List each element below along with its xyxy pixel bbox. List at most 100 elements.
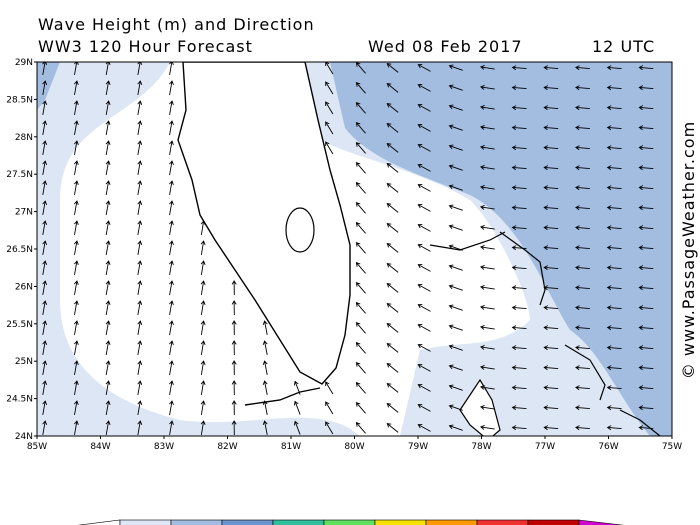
- arrow: [73, 380, 79, 395]
- arrow: [105, 320, 111, 335]
- arrow: [638, 105, 654, 111]
- arrow: [386, 223, 399, 233]
- arrow: [606, 385, 622, 391]
- legend-swatch: [221, 519, 274, 525]
- arrow: [73, 62, 79, 75]
- lon-label: 85W: [27, 442, 47, 452]
- arrow: [638, 205, 654, 211]
- arrow: [200, 420, 206, 435]
- arrow: [417, 304, 431, 312]
- arrow: [511, 365, 527, 371]
- arrow: [543, 145, 559, 151]
- arrow: [386, 263, 399, 273]
- arrow: [575, 125, 590, 131]
- arrow: [262, 320, 268, 335]
- arrow: [606, 185, 622, 191]
- arrow: [231, 280, 237, 296]
- arrow: [638, 185, 654, 191]
- arrow: [105, 160, 111, 175]
- arrow: [543, 185, 559, 191]
- arrow: [169, 340, 174, 355]
- arrow: [448, 404, 463, 411]
- arrow: [200, 400, 206, 415]
- legend-swatch: [170, 519, 223, 525]
- arrow: [355, 162, 366, 174]
- legend-swatch: [272, 519, 325, 525]
- lon-label: 78W: [471, 442, 491, 452]
- arrow: [638, 365, 654, 371]
- arrow: [543, 225, 559, 231]
- arrow: [169, 360, 174, 375]
- arrow: [606, 305, 622, 311]
- arrow: [606, 105, 622, 111]
- arrow: [137, 80, 143, 95]
- arrow: [386, 183, 399, 193]
- arrow: [169, 220, 174, 235]
- arrow: [386, 323, 399, 333]
- keys: [244, 387, 321, 406]
- arrow: [480, 384, 495, 390]
- arrow: [169, 260, 174, 275]
- arrow: [42, 220, 48, 235]
- arrow: [638, 405, 654, 411]
- arrow: [543, 165, 559, 171]
- arrow: [480, 404, 495, 410]
- arrow: [355, 122, 366, 134]
- arrow: [169, 180, 174, 195]
- arrow: [417, 104, 431, 112]
- arrow: [543, 125, 559, 131]
- arrow: [638, 225, 654, 231]
- arrow: [511, 85, 527, 91]
- arrow: [355, 402, 366, 414]
- arrow: [448, 304, 463, 311]
- arrow: [355, 222, 366, 234]
- arrow: [386, 303, 399, 313]
- arrow: [169, 420, 174, 435]
- arrow: [355, 82, 366, 94]
- arrow: [638, 345, 654, 351]
- arrow: [543, 285, 559, 291]
- arrow: [448, 184, 463, 191]
- arrow: [575, 85, 590, 91]
- arrow: [325, 81, 334, 95]
- arrow: [105, 80, 111, 95]
- date: Wed 08 Feb 2017: [368, 37, 523, 56]
- arrow: [200, 280, 206, 295]
- arrow: [355, 322, 366, 334]
- arrow: [575, 65, 590, 71]
- arrow: [42, 240, 48, 255]
- arrow: [417, 264, 431, 272]
- subtitle: WW3 120 Hour Forecast: [38, 37, 253, 56]
- arrow: [575, 365, 590, 371]
- arrow: [480, 424, 495, 430]
- arrow: [169, 380, 174, 395]
- legend-swatch: [527, 519, 580, 525]
- arrow: [73, 260, 79, 275]
- lat-label: 25N: [15, 357, 33, 367]
- arrow: [606, 365, 622, 371]
- arrow: [511, 145, 527, 151]
- arrow: [511, 405, 527, 411]
- arrow: [480, 164, 495, 170]
- arrow: [511, 245, 527, 251]
- arrow: [575, 425, 590, 431]
- arrow: [262, 360, 268, 375]
- arrow: [417, 344, 431, 352]
- arrow: [355, 182, 366, 194]
- arrow: [42, 320, 48, 335]
- arrow: [137, 100, 143, 115]
- arrow: [638, 85, 654, 91]
- arrow: [355, 342, 366, 354]
- arrow: [325, 421, 334, 435]
- title: Wave Height (m) and Direction: [38, 15, 315, 34]
- high-region: [330, 62, 672, 436]
- arrow: [386, 403, 399, 413]
- arrow: [355, 202, 366, 214]
- arrow: [417, 404, 431, 412]
- arrow: [105, 400, 111, 415]
- arrow: [137, 400, 143, 415]
- arrow: [511, 165, 527, 171]
- arrow: [105, 62, 111, 75]
- arrow: [543, 65, 559, 71]
- arrow: [575, 185, 590, 191]
